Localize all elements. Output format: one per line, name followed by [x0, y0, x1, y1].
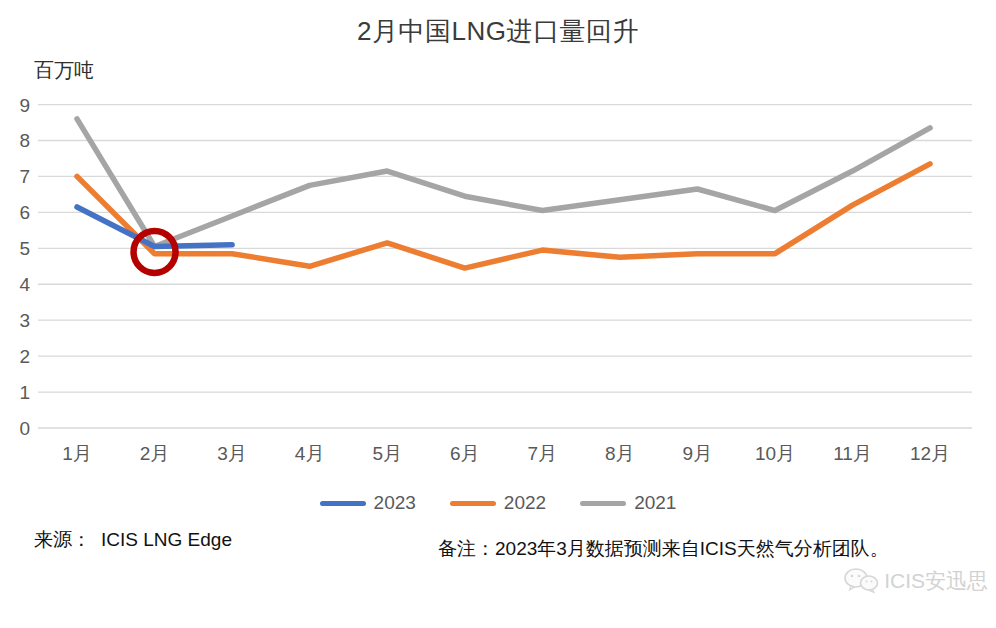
- source-line: 来源： ICIS LNG Edge: [34, 527, 232, 553]
- y-tick-label: 1: [19, 382, 30, 403]
- legend-swatch-2022: [450, 501, 496, 506]
- series-line-2021: [77, 119, 930, 247]
- x-tick-label: 3月: [217, 443, 247, 464]
- chart-page: 2月中国LNG进口量回升 百万吨 01234567891月2月3月4月5月6月7…: [0, 0, 996, 628]
- legend-swatch-2021: [580, 501, 626, 506]
- y-tick-label: 5: [19, 238, 30, 259]
- brand-watermark: ICIS安迅思: [843, 567, 988, 595]
- y-tick-label: 9: [19, 95, 30, 116]
- legend-item-2022: 2022: [450, 492, 546, 514]
- y-tick-label: 6: [19, 202, 30, 223]
- y-tick-label: 2: [19, 346, 30, 367]
- chart-legend: 2023 2022 2021: [0, 492, 996, 514]
- watermark-text: ICIS安迅思: [884, 567, 988, 595]
- source-prefix: 来源：: [34, 529, 91, 550]
- legend-label-2021: 2021: [634, 492, 676, 514]
- wechat-icon: [843, 567, 879, 595]
- x-tick-label: 12月: [910, 443, 950, 464]
- source-value: ICIS LNG Edge: [101, 529, 232, 550]
- legend-label-2023: 2023: [374, 492, 416, 514]
- y-tick-label: 4: [19, 274, 30, 295]
- x-tick-label: 6月: [450, 443, 480, 464]
- series-line-2022: [77, 164, 930, 268]
- x-tick-label: 11月: [833, 443, 872, 464]
- y-tick-label: 0: [19, 418, 30, 439]
- x-tick-label: 5月: [372, 443, 402, 464]
- note-line: 备注：2023年3月数据预测来自ICIS天然气分析团队。: [438, 536, 889, 562]
- y-tick-label: 7: [19, 166, 30, 187]
- legend-item-2023: 2023: [320, 492, 416, 514]
- x-tick-label: 2月: [140, 443, 170, 464]
- y-tick-label: 3: [19, 310, 30, 331]
- x-tick-label: 7月: [528, 443, 558, 464]
- x-tick-label: 4月: [295, 443, 325, 464]
- x-tick-label: 10月: [755, 443, 795, 464]
- legend-swatch-2023: [320, 501, 366, 506]
- x-tick-label: 8月: [605, 443, 635, 464]
- legend-label-2022: 2022: [504, 492, 546, 514]
- x-tick-label: 1月: [62, 443, 92, 464]
- x-tick-label: 9月: [683, 443, 713, 464]
- legend-item-2021: 2021: [580, 492, 676, 514]
- y-tick-label: 8: [19, 130, 30, 151]
